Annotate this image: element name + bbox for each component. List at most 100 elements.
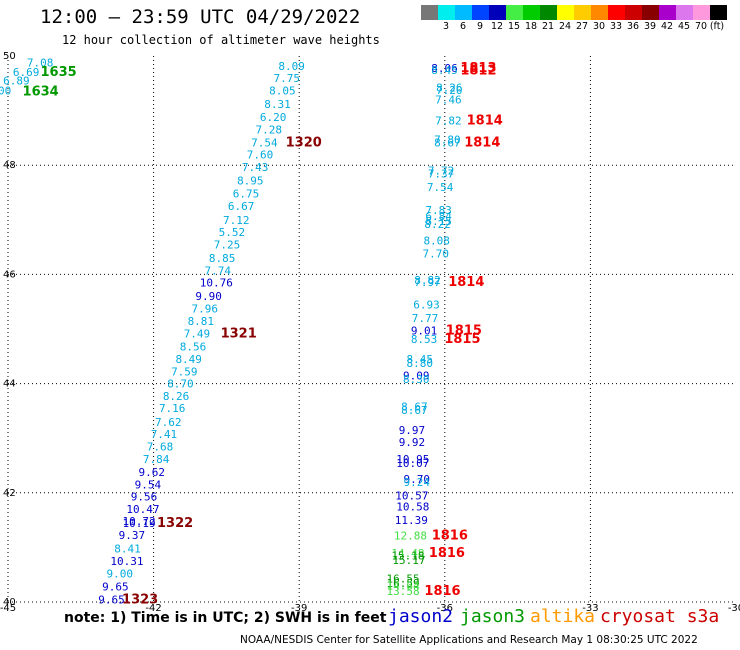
scale-unit: (ft): [709, 21, 725, 32]
x-tick-label: -45: [0, 603, 16, 614]
wave-height-label: 11.39: [395, 514, 428, 527]
wave-height-label: 8.81: [188, 315, 215, 328]
wave-height-label: 6.75: [233, 188, 260, 201]
wave-height-label: 9.62: [139, 466, 166, 479]
pass-time-label: 1321: [221, 326, 257, 341]
wave-height-label: 8.70: [167, 378, 194, 391]
scale-label: 33: [609, 21, 623, 32]
wave-height-label: 10.31: [110, 555, 143, 568]
y-tick-label: 42: [3, 488, 16, 499]
wave-height-label: 7.28: [256, 124, 283, 137]
wave-height-label: 8.26: [436, 82, 463, 95]
scale-swatch: [591, 5, 608, 20]
wave-height-label: 15.18: [391, 550, 424, 563]
x-tick-label: -39: [291, 603, 307, 614]
wave-height-label: 6.69: [13, 66, 40, 79]
scale-swatch: [659, 5, 676, 20]
scale-label: 27: [575, 21, 589, 32]
page-title: 12:00 – 23:59 UTC 04/29/2022: [40, 6, 361, 28]
wave-height-label: 9.97: [399, 424, 426, 437]
scale-swatch: [557, 5, 574, 20]
pass-time-label: 1635: [41, 65, 77, 80]
wave-height-label: 8.80: [406, 357, 433, 370]
wave-height-label: 8.08: [423, 235, 450, 248]
wave-height-label: 8.00: [0, 84, 11, 97]
footer-note: note: 1) Time is in UTC; 2) SWH is in fe…: [64, 610, 387, 626]
scale-swatch: [574, 5, 591, 20]
wave-height-label: 7.75: [273, 72, 300, 85]
wave-height-label: 7.68: [147, 440, 174, 453]
wave-height-label: 14.48: [391, 547, 424, 560]
pass-time-label: 1816: [424, 584, 460, 599]
wave-height-label: 7.83: [425, 204, 452, 217]
scale-swatch: [676, 5, 693, 20]
wave-height-label: 9.56: [131, 491, 158, 504]
legend-jason3: jason3: [460, 606, 526, 627]
pass-time-label: 1815: [446, 324, 482, 339]
wave-height-label: 9.54: [135, 479, 162, 492]
wave-height-label: 8.67: [401, 401, 428, 414]
x-tick-label: -42: [145, 603, 161, 614]
wave-height-label: 10.47: [126, 503, 159, 516]
wave-height-label: 7.77: [412, 312, 439, 325]
pass-time-label: 1323: [122, 592, 158, 607]
wave-height-label: 8.49: [175, 353, 202, 366]
scale-label: 24: [558, 21, 572, 32]
wave-height-label: 9.37: [119, 529, 146, 542]
scale-label: 12: [490, 21, 504, 32]
scale-swatch: [625, 5, 642, 20]
wave-height-label: 9.00: [107, 568, 134, 581]
y-tick-label: 44: [3, 379, 16, 390]
pass-time-label: 1812: [460, 64, 496, 79]
pass-time-label: 1814: [448, 275, 484, 290]
wave-height-label: 6.93: [413, 298, 440, 311]
y-tick-label: 46: [3, 269, 16, 280]
wave-height-label: 7.12: [223, 214, 250, 227]
wave-height-label: 10.76: [200, 277, 233, 290]
wave-height-label: 7.08: [27, 57, 54, 70]
scale-swatch: [489, 5, 506, 20]
wave-height-label: 7.25: [214, 238, 241, 251]
pass-time-label: 1814: [464, 135, 500, 150]
pass-time-label: 1815: [444, 332, 480, 347]
wave-height-label: 7.97: [414, 276, 441, 289]
wave-height-label: 8.41: [114, 542, 140, 555]
footer-credits: NOAA/NESDIS Center for Satellite Applica…: [240, 634, 698, 646]
legend-altika: altika: [530, 606, 596, 627]
page-subtitle: 12 hour collection of altimeter wave hei…: [62, 33, 380, 47]
scale-swatch: [455, 5, 472, 20]
x-tick-label: -33: [582, 603, 598, 614]
scale-swatch: [421, 5, 438, 20]
wave-height-label: 8.09: [278, 60, 305, 73]
wave-height-label: 13.58: [387, 585, 420, 598]
wave-height-label: 7.72: [428, 165, 455, 178]
scale-swatch: [608, 5, 625, 20]
x-tick-label: -36: [437, 603, 453, 614]
wave-height-label: 7.16: [159, 402, 186, 415]
wave-height-label: 6.89: [3, 75, 30, 88]
wave-height-label: 6.84: [425, 210, 452, 223]
wave-height-label: 8.67: [434, 136, 461, 149]
wave-height-label: 8.05: [269, 84, 296, 97]
wave-height-label: 10.95: [396, 453, 429, 466]
wave-height-label: 7.54: [251, 136, 278, 149]
pass-time-label: 1813: [460, 61, 496, 76]
x-tick-label: -30: [728, 603, 740, 614]
wave-height-label: 9.24: [404, 476, 431, 489]
scale-swatch: [642, 5, 659, 20]
wave-height-label: 10.19: [123, 517, 156, 530]
wave-height-label: 8.67: [401, 404, 428, 417]
wave-height-label: 7.41: [151, 428, 178, 441]
scale-swatch: [472, 5, 489, 20]
wave-height-label: 8.95: [237, 174, 264, 187]
scale-label: 3: [442, 21, 450, 32]
scale-label: 21: [541, 21, 555, 32]
wave-height-label: 8.45: [431, 64, 458, 77]
wave-height-label: 6.67: [228, 200, 255, 213]
pass-time-label: 1320: [286, 135, 322, 150]
wave-height-label: 9.65: [102, 581, 129, 594]
wave-height-label: 6.20: [260, 111, 287, 124]
wave-height-label: 7.46: [435, 94, 462, 107]
wave-height-label: 10.72: [123, 515, 156, 528]
wave-height-label: 10.07: [396, 457, 429, 470]
